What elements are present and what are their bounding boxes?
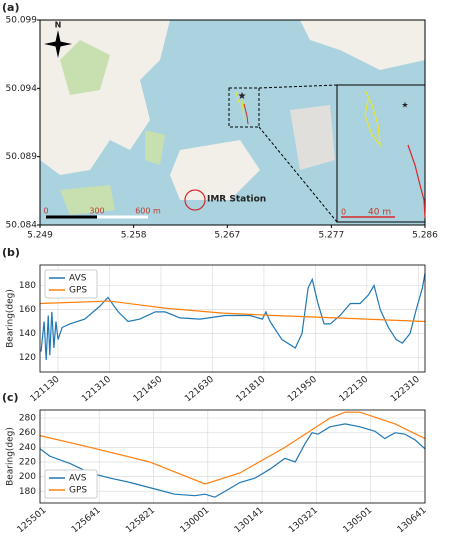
north-label: N (55, 21, 62, 30)
y-axis-label: Bearing(deg) (6, 427, 16, 486)
line (39, 411, 426, 485)
zoom-box (228, 87, 260, 128)
panel-label: (a) (2, 1, 19, 14)
y-tick-label: 140 (19, 329, 36, 339)
y-tick-label: 280 (19, 414, 36, 424)
x-tick-label: 130141 (233, 506, 266, 536)
inset (336, 84, 426, 223)
panel-label: (b) (2, 246, 20, 259)
star: ★ (238, 91, 247, 102)
inset-track (364, 89, 381, 147)
x-tick-label: 130321 (287, 506, 320, 536)
x-tick-label: 5.249 (27, 231, 53, 241)
scale-label: 600 m (135, 207, 161, 216)
panel-label: (c) (2, 391, 19, 404)
x-tick-label: 121630 (183, 374, 216, 404)
x-tick-label: 125501 (16, 506, 49, 536)
y-axis-label: Bearing(deg) (6, 289, 16, 348)
track (243, 103, 249, 125)
x-tick-label: 5.258 (121, 231, 147, 241)
y-tick-label: 240 (19, 443, 36, 453)
y-tick-label: 50.099 (6, 16, 38, 26)
line (39, 423, 426, 498)
track (235, 91, 245, 121)
zoom-line (258, 126, 338, 223)
legend (44, 269, 98, 299)
y-tick-label: 160 (19, 305, 36, 315)
legend-label: GPS (69, 286, 87, 296)
x-tick-label: 5.277 (318, 231, 344, 241)
x-tick-label: 122130 (338, 374, 371, 404)
y-tick-label: 50.094 (6, 84, 38, 94)
x-tick-label: 121130 (29, 374, 62, 404)
y-tick-label: 180 (19, 487, 36, 497)
x-tick-label: 130001 (179, 506, 212, 536)
line (39, 300, 426, 323)
x-tick-label: 130641 (396, 506, 429, 536)
x-tick-label: 125821 (124, 506, 157, 536)
legend-label: AVS (69, 274, 87, 284)
zoom-line (258, 84, 338, 89)
scale-label: 300 (89, 207, 104, 216)
x-tick-label: 5.286 (412, 231, 438, 241)
y-tick-label: 50.084 (6, 221, 38, 231)
x-tick-label: 130501 (341, 506, 374, 536)
x-tick-label: 121950 (286, 374, 319, 404)
station-label: IMR Station (207, 195, 266, 205)
x-tick-label: 125641 (70, 506, 103, 536)
x-tick-label: 5.267 (214, 231, 240, 241)
line (40, 273, 426, 361)
legend-label: GPS (69, 486, 87, 496)
station-marker (184, 189, 206, 211)
scale-label: 0 (43, 207, 48, 216)
x-tick-label: 121450 (132, 374, 165, 404)
y-tick-label: 260 (19, 428, 36, 438)
star: ★ (401, 101, 408, 110)
inset-track (407, 144, 426, 219)
legend (44, 469, 98, 499)
y-tick-label: 200 (19, 472, 36, 482)
legend-label: AVS (69, 474, 87, 484)
x-tick-label: 122310 (389, 374, 422, 404)
scale-label: 40 m (368, 208, 391, 218)
scale-label: 0 (341, 208, 346, 217)
y-tick-label: 120 (19, 353, 36, 363)
y-tick-label: 50.089 (6, 152, 38, 162)
x-tick-label: 121310 (80, 374, 113, 404)
north-arrow (44, 30, 72, 58)
plot-frame (39, 409, 426, 504)
y-tick-label: 220 (19, 457, 36, 467)
x-tick-label: 121810 (235, 374, 268, 404)
plot-frame (39, 264, 426, 373)
y-tick-label: 180 (19, 281, 36, 291)
